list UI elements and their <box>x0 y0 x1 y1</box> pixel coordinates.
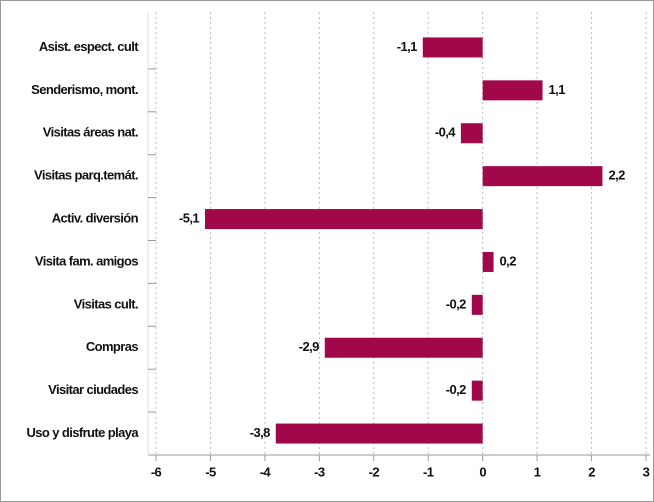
x-tick-label: -4 <box>260 464 272 479</box>
value-label: -1,1 <box>397 39 417 54</box>
value-label: -2,9 <box>299 339 319 354</box>
y-tick-label: Visitas cult. <box>74 296 138 311</box>
y-tick-label: Visitar ciudades <box>48 382 138 397</box>
y-tick-label: Visitas parq.temát. <box>34 168 138 183</box>
value-label: -5,1 <box>179 210 199 225</box>
value-label: -3,8 <box>250 425 270 440</box>
value-label: 0,2 <box>500 253 517 268</box>
y-tick-label: Activ. diversión <box>52 210 139 225</box>
value-label: 2,2 <box>608 168 625 183</box>
y-tick-label: Compras <box>86 339 139 354</box>
y-tick-label: Visita fam. amigos <box>35 253 138 268</box>
bar <box>482 251 494 272</box>
bar <box>275 423 483 444</box>
value-label: -0,4 <box>435 125 456 140</box>
y-tick-label: Uso y disfrute playa <box>26 425 139 440</box>
y-tick-label: Visitas áreas nat. <box>43 125 138 140</box>
value-label: 1,1 <box>549 82 566 97</box>
x-tick-label: -3 <box>314 464 325 479</box>
x-tick-label: 2 <box>588 464 595 479</box>
value-label: -0,2 <box>446 382 466 397</box>
x-tick-label: -2 <box>369 464 380 479</box>
bar <box>471 380 483 401</box>
x-tick-label: 3 <box>643 464 650 479</box>
x-tick-label: -1 <box>423 464 434 479</box>
bar <box>482 166 603 187</box>
bar <box>324 337 483 358</box>
y-tick-label: Senderismo, mont. <box>31 82 138 97</box>
x-tick-label: -6 <box>151 464 162 479</box>
x-tick-label: 0 <box>479 464 486 479</box>
bar <box>205 209 483 230</box>
y-tick-label: Asist. espect. cult <box>39 39 139 54</box>
bar <box>422 37 483 58</box>
x-tick-label: 1 <box>534 464 541 479</box>
bar <box>460 123 483 144</box>
x-tick-label: -5 <box>205 464 216 479</box>
bar <box>471 294 483 315</box>
bar <box>482 80 543 101</box>
value-label: -0,2 <box>446 296 466 311</box>
